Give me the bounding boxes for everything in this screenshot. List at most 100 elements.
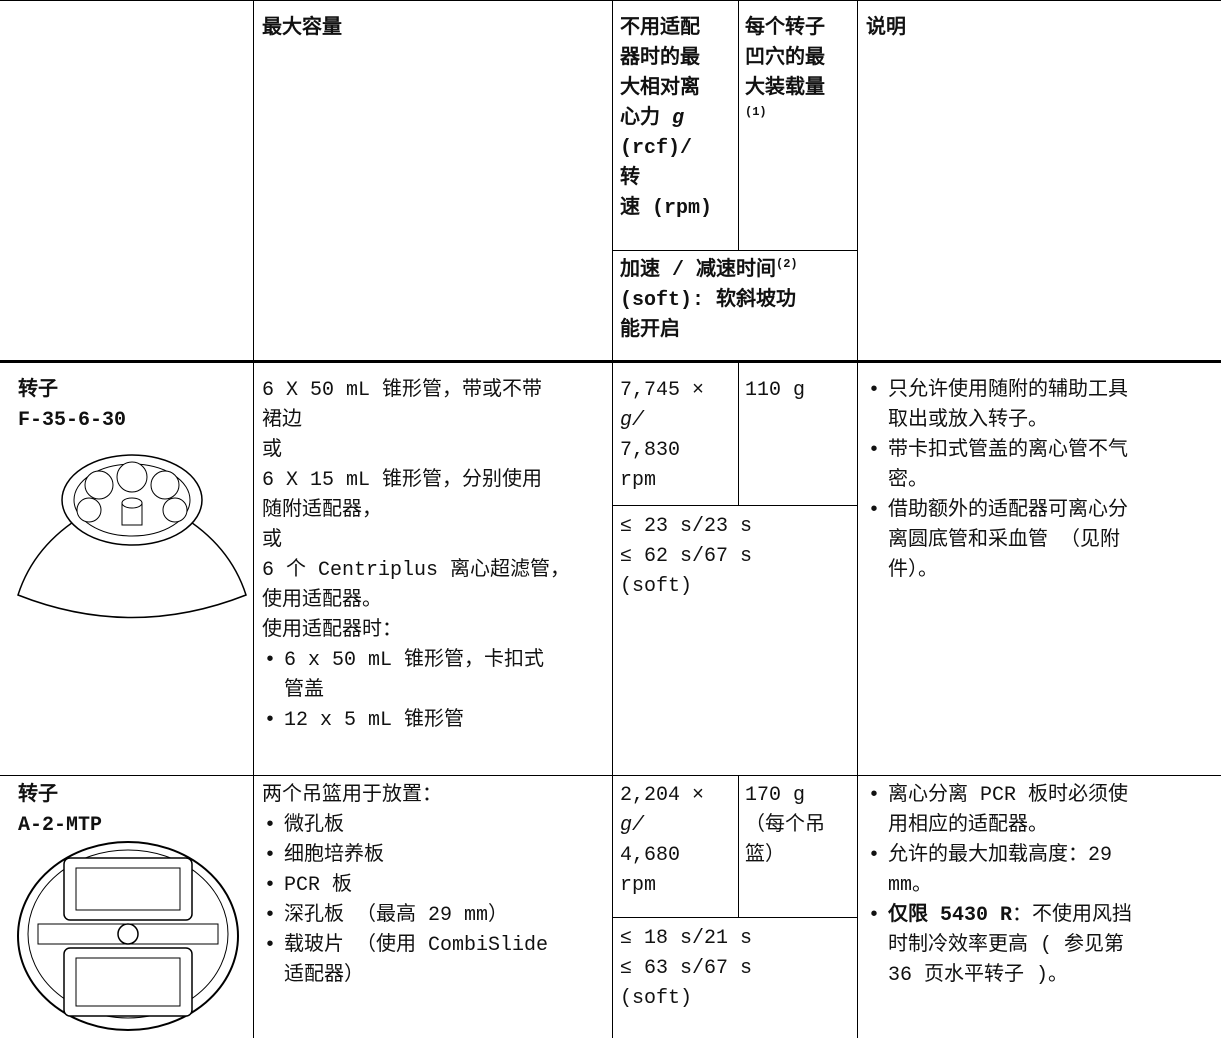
capacity-bullet-text: 适配器） [284,964,364,987]
capacity-line-text: 或 [262,529,282,552]
rcf: 7,745 × g/7,830 rpm [620,376,704,496]
rcf-line-text: 4,680 [620,844,681,867]
note-bullet-line: 取出或放入转子。 [888,406,1128,436]
note-bullet-text: 离心分离 PCR 板时必须使 [888,784,1129,807]
capacity-bullet-line: 适配器） [284,961,548,991]
rcf-line-text: rpm [620,469,657,492]
capacity-line-text: 或 [262,439,282,462]
rcf-line-text: 7,830 [620,439,681,462]
header-line: 转 [620,164,712,194]
capacity-bullet-line: 细胞培养板 [284,841,548,871]
accel-line-text: ≤ 23 s/23 s [620,515,753,538]
capacity-bullet: 6 x 50 mL 锥形管，卡扣式管盖 [262,646,570,706]
capacity-bullet-line: 12 x 5 mL 锥形管 [284,706,570,736]
note-bullet-text: 件）。 [888,559,938,582]
capacity-bullet-line: 管盖 [284,676,570,706]
load: 170 g （每个吊 篮） [745,781,825,871]
header-rcf: 不用适配 器时的最 大相对离 心力 g (rcf)/ 转速 (rpm) [620,14,712,224]
capacity-line: 或 [262,436,570,466]
header-line: (rcf)/ [620,134,712,164]
note-bullet-line: 离圆底管和采血管 （见附 [888,526,1128,556]
note-bullet-line: 用相应的适配器。 [888,811,1132,841]
header-line: 速 (rpm) [620,194,712,224]
note-bullet-line: 带卡扣式管盖的离心管不气 [888,436,1128,466]
note-bullet-text: 36 页水平转子 )。 [888,964,1069,987]
col-rule [738,0,739,250]
capacity-bullet-line: PCR 板 [284,871,548,901]
capacity-bullet-text: PCR 板 [284,874,353,897]
rcf-line-text: 2,204 × [620,784,705,807]
header-load: 每个转子 凹穴的最 大装载量 (1) [745,14,825,134]
header-line-text: 能开启 [620,319,680,342]
capacity-line: 或 [262,526,570,556]
capacity-line-text: 随附适配器， [262,499,382,522]
note-bullet-text: 时制冷效率更高 ( 参见第 [888,934,1125,957]
capacity-bullet-text: 载玻片 （使用 CombiSlide [284,934,549,957]
note-bullet-line: 仅限 5430 R：不使用风挡 [888,901,1132,931]
rcf-line: 2,204 × [620,781,704,811]
header-g: g [672,107,685,130]
accel-line-text: ≤ 18 s/21 s [620,927,753,950]
notes: 只允许使用随附的辅助工具取出或放入转子。带卡扣式管盖的离心管不气密。借助额外的适… [866,376,1128,586]
accel: ≤ 23 s/23 s ≤ 62 s/67 s (soft) [620,512,752,602]
header-line: (soft): 软斜坡功 [620,286,798,316]
header-accel: 加速 / 减速时间(2) (soft): 软斜坡功 能开启 [620,256,798,346]
col-rule [738,362,739,505]
rotor-line-text: 转子 [18,784,58,807]
capacity-line: 裙边 [262,406,570,436]
capacity-bullet: 微孔板 [262,811,548,841]
header-line: 器时的最 [620,44,712,74]
capacity-bullet: PCR 板 [262,871,548,901]
note-bullet-text: 密。 [888,469,928,492]
header-line-text: 心力 [620,107,660,130]
note-bullet-text: mm。 [888,874,933,897]
note-bullet-line: 只允许使用随附的辅助工具 [888,376,1128,406]
header-line-text: 凹穴的最 [745,47,825,70]
header-capacity: 最大容量 [262,17,342,40]
bold-text: 仅限 5430 R [888,904,1013,927]
rcf-line: 7,830 [620,436,704,466]
capacity-bullet-text: 细胞培养板 [284,844,384,867]
capacity-bullet-text: 管盖 [284,679,324,702]
rcf-line-text: rpm [620,874,657,897]
header-line-text: (rcf)/ [620,137,693,160]
capacity-bullet-line: 6 x 50 mL 锥形管，卡扣式 [284,646,570,676]
note-bullet-text: ：不使用风挡 [1012,904,1133,927]
capacity-line: 使用适配器时： [262,616,570,646]
note-bullet: 允许的最大加载高度：29 mm。 [866,841,1132,901]
rcf-line: g/ [620,406,704,436]
header-line-text: 大相对离 [620,77,700,100]
load-line: 篮） [745,841,825,871]
header-line: 大相对离 [620,74,712,104]
sub-rule [612,505,857,506]
border [0,0,1221,1]
capacity: 两个吊篮用于放置： 微孔板细胞培养板 PCR 板深孔板 （最高 29 mm） 载玻片 … [262,781,548,991]
accel-line: (soft) [620,572,752,602]
header-line: 能开启 [620,316,798,346]
note-bullet-text: 借助额外的适配器可离心分 [888,499,1128,522]
rotor-line-text: A-2-MTP [18,814,103,837]
capacity-bullet: 载玻片 （使用 CombiSlide 适配器） [262,931,548,991]
header-line: (1) [745,104,825,134]
accel-line: ≤ 62 s/67 s [620,542,752,572]
note-bullet-text: 用相应的适配器。 [888,814,1048,837]
accel-line-text: ≤ 63 s/67 s [620,957,753,980]
rcf-line: rpm [620,871,704,901]
rcf-line: 4,680 [620,841,704,871]
capacity-bullet: 深孔板 （最高 29 mm） [262,901,548,931]
capacity-bullet-line: 载玻片 （使用 CombiSlide [284,931,548,961]
header-rule [0,360,1221,363]
header-text: 加速 / 减速时间 [620,259,777,282]
rotor-line: A-2-MTP [18,811,102,841]
capacity-line-text: 6 X 50 mL 锥形管，带或不带 [262,379,543,402]
capacity-line-text: 6 X 15 mL 锥形管，分别使用 [262,469,543,492]
capacity-line: 随附适配器， [262,496,570,526]
capacity-line-text: 使用适配器时： [262,619,402,642]
accel: ≤ 18 s/21 s ≤ 63 s/67 s (soft) [620,924,752,1014]
capacity-bullet: 12 x 5 mL 锥形管 [262,706,570,736]
